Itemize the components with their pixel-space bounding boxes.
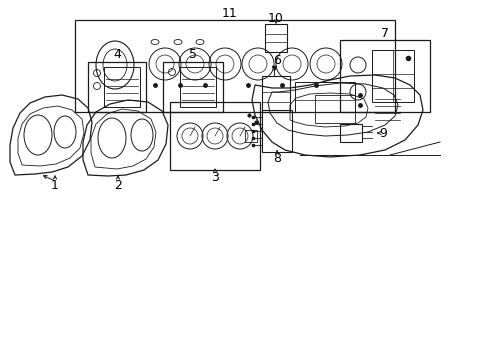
Bar xyxy=(180,67,216,107)
Text: 7: 7 xyxy=(380,27,388,40)
Bar xyxy=(371,50,413,102)
Bar xyxy=(163,62,223,112)
Bar xyxy=(314,95,354,123)
Bar xyxy=(264,24,286,52)
Bar xyxy=(262,110,291,152)
Text: 3: 3 xyxy=(211,171,219,184)
Text: 5: 5 xyxy=(189,48,197,60)
Text: 2: 2 xyxy=(114,179,122,192)
Text: 4: 4 xyxy=(113,48,121,60)
Text: 6: 6 xyxy=(272,54,281,67)
Bar xyxy=(294,82,354,112)
Text: 10: 10 xyxy=(267,12,284,24)
Text: 1: 1 xyxy=(51,179,59,192)
Bar xyxy=(104,67,140,107)
Text: 11: 11 xyxy=(222,6,237,19)
Bar xyxy=(262,76,289,112)
Bar xyxy=(88,62,146,112)
Bar xyxy=(170,102,260,170)
Text: 9: 9 xyxy=(378,126,386,140)
Text: 8: 8 xyxy=(272,152,281,165)
Bar xyxy=(339,124,361,142)
Bar xyxy=(339,40,429,112)
Bar xyxy=(75,20,394,112)
Bar xyxy=(244,130,257,142)
